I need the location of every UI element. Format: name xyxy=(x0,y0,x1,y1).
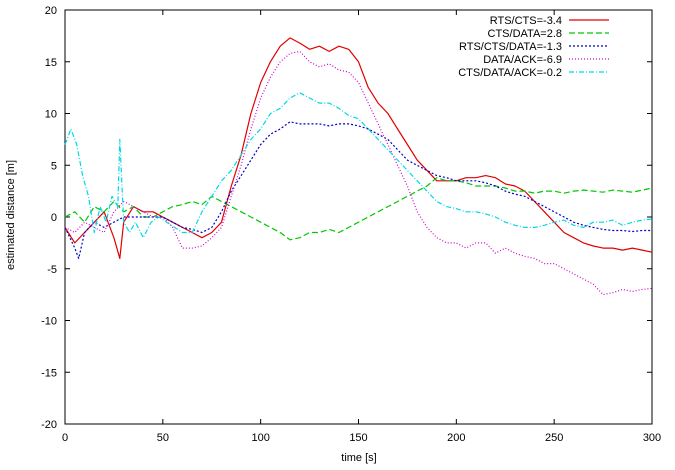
legend-label: CTS/DATA=2.8 xyxy=(488,28,562,40)
axis-ticks: 0 50 100 150 200 250 300 -20 -15 -10 -5 0 5 10 15 20 xyxy=(41,5,661,444)
y-tick-label: -10 xyxy=(41,316,57,328)
legend-label: RTS/CTS/DATA=-1.3 xyxy=(459,41,562,53)
legend-label: RTS/CTS=-3.4 xyxy=(490,15,562,27)
x-tick-label: 300 xyxy=(643,432,661,444)
series-line xyxy=(64,121,652,259)
x-tick-label: 100 xyxy=(251,432,269,444)
x-axis-label: time [s] xyxy=(341,452,376,464)
series-line xyxy=(64,50,653,296)
x-tick-label: 150 xyxy=(349,432,367,444)
legend: RTS/CTS=-3.4CTS/DATA=2.8RTS/CTS/DATA=-1.… xyxy=(458,15,609,79)
x-tick-label: 0 xyxy=(62,432,68,444)
y-tick-label: -20 xyxy=(41,419,57,431)
x-tick-label: 200 xyxy=(447,432,465,444)
y-tick-label: 20 xyxy=(45,5,57,17)
y-tick-label: 0 xyxy=(51,212,57,224)
series-line xyxy=(64,92,653,239)
y-axis-label: estimated distance [m] xyxy=(5,160,17,270)
x-tick-label: 250 xyxy=(545,432,563,444)
x-tick-label: 50 xyxy=(157,432,169,444)
y-tick-label: 15 xyxy=(45,57,57,69)
legend-label: DATA/ACK=-6.9 xyxy=(483,54,562,66)
y-tick-label: -15 xyxy=(41,367,57,379)
y-tick-label: -5 xyxy=(47,264,57,276)
series-lines xyxy=(64,37,653,296)
series-line xyxy=(64,37,653,259)
y-tick-label: 10 xyxy=(45,109,57,121)
legend-label: CTS/DATA/ACK=-0.2 xyxy=(458,67,562,79)
y-tick-label: 5 xyxy=(51,160,57,172)
series-line xyxy=(64,177,653,241)
